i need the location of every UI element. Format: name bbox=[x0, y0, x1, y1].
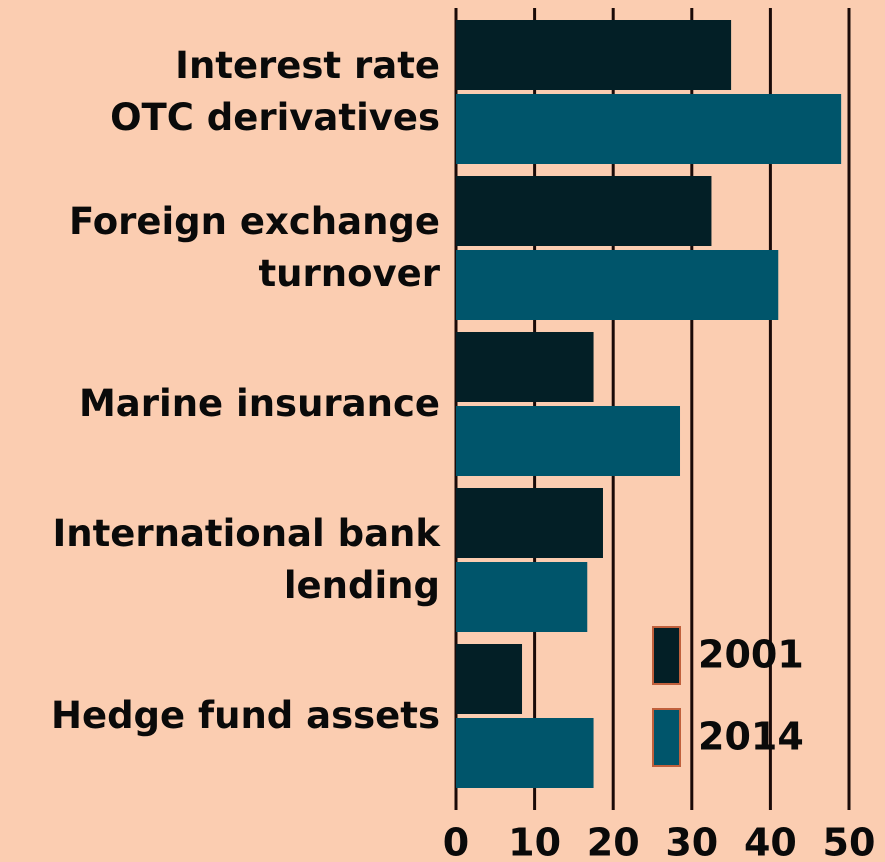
category-label: Marine insurance bbox=[78, 382, 440, 425]
x-tick-label: 40 bbox=[744, 821, 797, 862]
category-label: Hedge fund assets bbox=[51, 694, 440, 737]
bar bbox=[456, 718, 594, 788]
x-tick-label: 0 bbox=[443, 821, 469, 862]
bar bbox=[456, 488, 603, 558]
bar bbox=[456, 332, 594, 402]
category-label: Foreign exchange turnover bbox=[68, 200, 440, 295]
x-tick-label: 30 bbox=[665, 821, 718, 862]
x-tick-label: 10 bbox=[508, 821, 561, 862]
x-tick-label: 50 bbox=[823, 821, 876, 862]
bar bbox=[456, 20, 732, 90]
bar bbox=[456, 250, 779, 320]
category-label: International bank lending bbox=[52, 512, 440, 607]
bar bbox=[456, 176, 712, 246]
category-label: Interest rate OTC derivatives bbox=[110, 44, 440, 139]
x-tick-label: 20 bbox=[587, 821, 640, 862]
bar bbox=[456, 406, 681, 476]
legend-label: 2014 bbox=[698, 715, 804, 759]
bar bbox=[456, 94, 842, 164]
legend-label: 2001 bbox=[698, 633, 804, 677]
bar bbox=[456, 644, 523, 714]
legend-swatch bbox=[652, 708, 681, 767]
bar bbox=[456, 562, 588, 632]
legend-swatch bbox=[652, 626, 681, 685]
